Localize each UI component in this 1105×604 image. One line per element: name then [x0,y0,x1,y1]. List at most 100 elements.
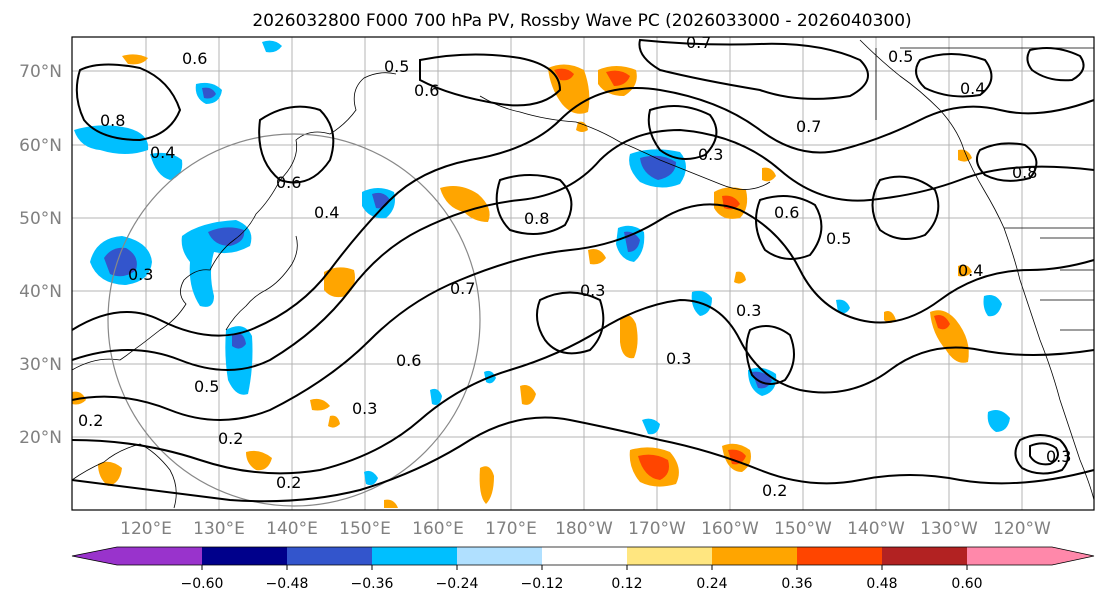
colorbar-segment [457,547,542,565]
positive-anomaly-area [734,271,746,284]
lon-label-120w: 120°W [993,519,1051,539]
negative-anomaly-area [262,40,282,53]
colorbar-segment [967,547,1052,565]
contour-label: 0.7 [686,33,711,52]
contour-label: 0.3 [736,301,761,320]
contour-label: 0.6 [774,203,799,222]
positive-anomaly-area [440,186,490,222]
contour-closed [1014,434,1069,475]
colorbar-outline [71,546,1095,566]
negative-anomaly-core [208,227,245,246]
positive-anomaly-area [246,450,272,471]
colorbar-segment [372,547,457,565]
southeast-asia-coastline [71,443,177,509]
contour-label: 0.8 [1012,163,1037,182]
lon-label-130e: 130°E [193,519,245,539]
political-borders [875,47,1094,120]
negative-anomaly-area [74,125,149,154]
colorbar-segment [712,547,797,565]
colorbar-tick-label: 0.60 [951,576,982,592]
positive-anomaly-area [324,267,355,298]
contour-closed [419,53,562,107]
colorbar-tick-label: −0.24 [436,576,479,592]
positive-anomaly-area [310,398,330,411]
negative-anomaly-area [987,410,1010,432]
contour-closed [1026,47,1085,82]
contour-label: 0.5 [194,377,219,396]
colorbar-tick-label: −0.48 [266,576,309,592]
positive-anomaly-area [762,167,776,182]
positive-anomaly-area [328,415,340,428]
colorbar-segment [202,547,287,565]
lon-label-170e: 170°E [485,519,537,539]
contour-line [71,203,1095,421]
contour-label: 0.3 [128,265,153,284]
lat-label-50n: 50°N [19,209,62,229]
latitude-axis: 70°N 60°N 50°N 40°N 30°N 20°N [19,62,62,448]
positive-anomaly-area [958,264,972,277]
contour-label: 0.3 [1046,447,1071,466]
lat-label-30n: 30°N [19,355,62,375]
japan-coastline [225,235,298,331]
contour-closed [638,38,869,100]
contour-label: 0.2 [276,473,301,492]
contour-label: 0.3 [352,399,377,418]
pv-contours [71,38,1095,503]
lat-label-20n: 20°N [19,428,62,448]
coastlines [71,39,1095,509]
negative-anomaly-core [104,247,137,277]
lon-label-140w: 140°W [847,519,905,539]
contour-label: 0.6 [414,81,439,100]
positive-anomaly-area [620,315,638,359]
colorbar-extend-max [1052,547,1094,565]
lon-label-160e: 160°E [412,519,464,539]
contour-label: 0.2 [762,481,787,500]
asia-coastline [71,72,397,371]
colorbar-tick-label: −0.36 [351,576,394,592]
colorbar-segment [627,547,712,565]
negative-anomaly-area [642,418,660,435]
negative-anomaly-area [364,470,378,486]
map-title: 2026032800 F000 700 hPa PV, Rossby Wave … [252,11,911,31]
lon-label-140e: 140°E [266,519,318,539]
colorbar-tick-label: −0.12 [521,576,564,592]
lon-label-180w: 180°W [555,519,613,539]
positive-anomaly-area [958,149,972,162]
contour-label: 0.3 [666,349,691,368]
contour-closed [755,195,823,260]
contour-label: 0.8 [524,209,549,228]
contour-label: 0.5 [888,47,913,66]
contour-label: 0.6 [276,173,301,192]
colorbar-segment [882,547,967,565]
contour-line [71,87,1095,337]
contour-label: 0.2 [78,411,103,430]
positive-anomaly-core [606,70,630,86]
contour-label: 0.7 [450,279,475,298]
contour-label: 0.6 [182,49,207,68]
contour-closed [535,291,605,355]
map-frame [71,36,1095,511]
contour-closed [915,53,993,98]
great-circle-ring [107,133,481,507]
contour-label: 0.8 [100,111,125,130]
colorbar-tick-label: 0.12 [611,576,642,592]
aleutian-chain [479,95,771,190]
contour-label: 0.4 [958,261,983,280]
contour-label: 0.5 [826,229,851,248]
negative-anomaly-core [640,155,676,180]
contour-closed [647,105,718,160]
state-borders [1004,227,1094,331]
contour-line [71,128,1095,371]
colorbar-segment [117,547,202,565]
negative-anomaly-area [430,388,442,405]
negative-anomaly-area [150,152,183,180]
contour-line [71,416,1095,503]
colorbar-extend-min [72,547,117,565]
lon-label-130w: 130°W [920,519,978,539]
contour-closed [75,63,182,142]
longitude-axis: 120°E 130°E 140°E 150°E 160°E 170°E 180°… [120,519,1051,539]
colorbar-tick-label: −0.60 [181,576,224,592]
positive-anomaly-area [384,499,398,508]
colorbar-segment [797,547,882,565]
lat-label-60n: 60°N [19,136,62,156]
